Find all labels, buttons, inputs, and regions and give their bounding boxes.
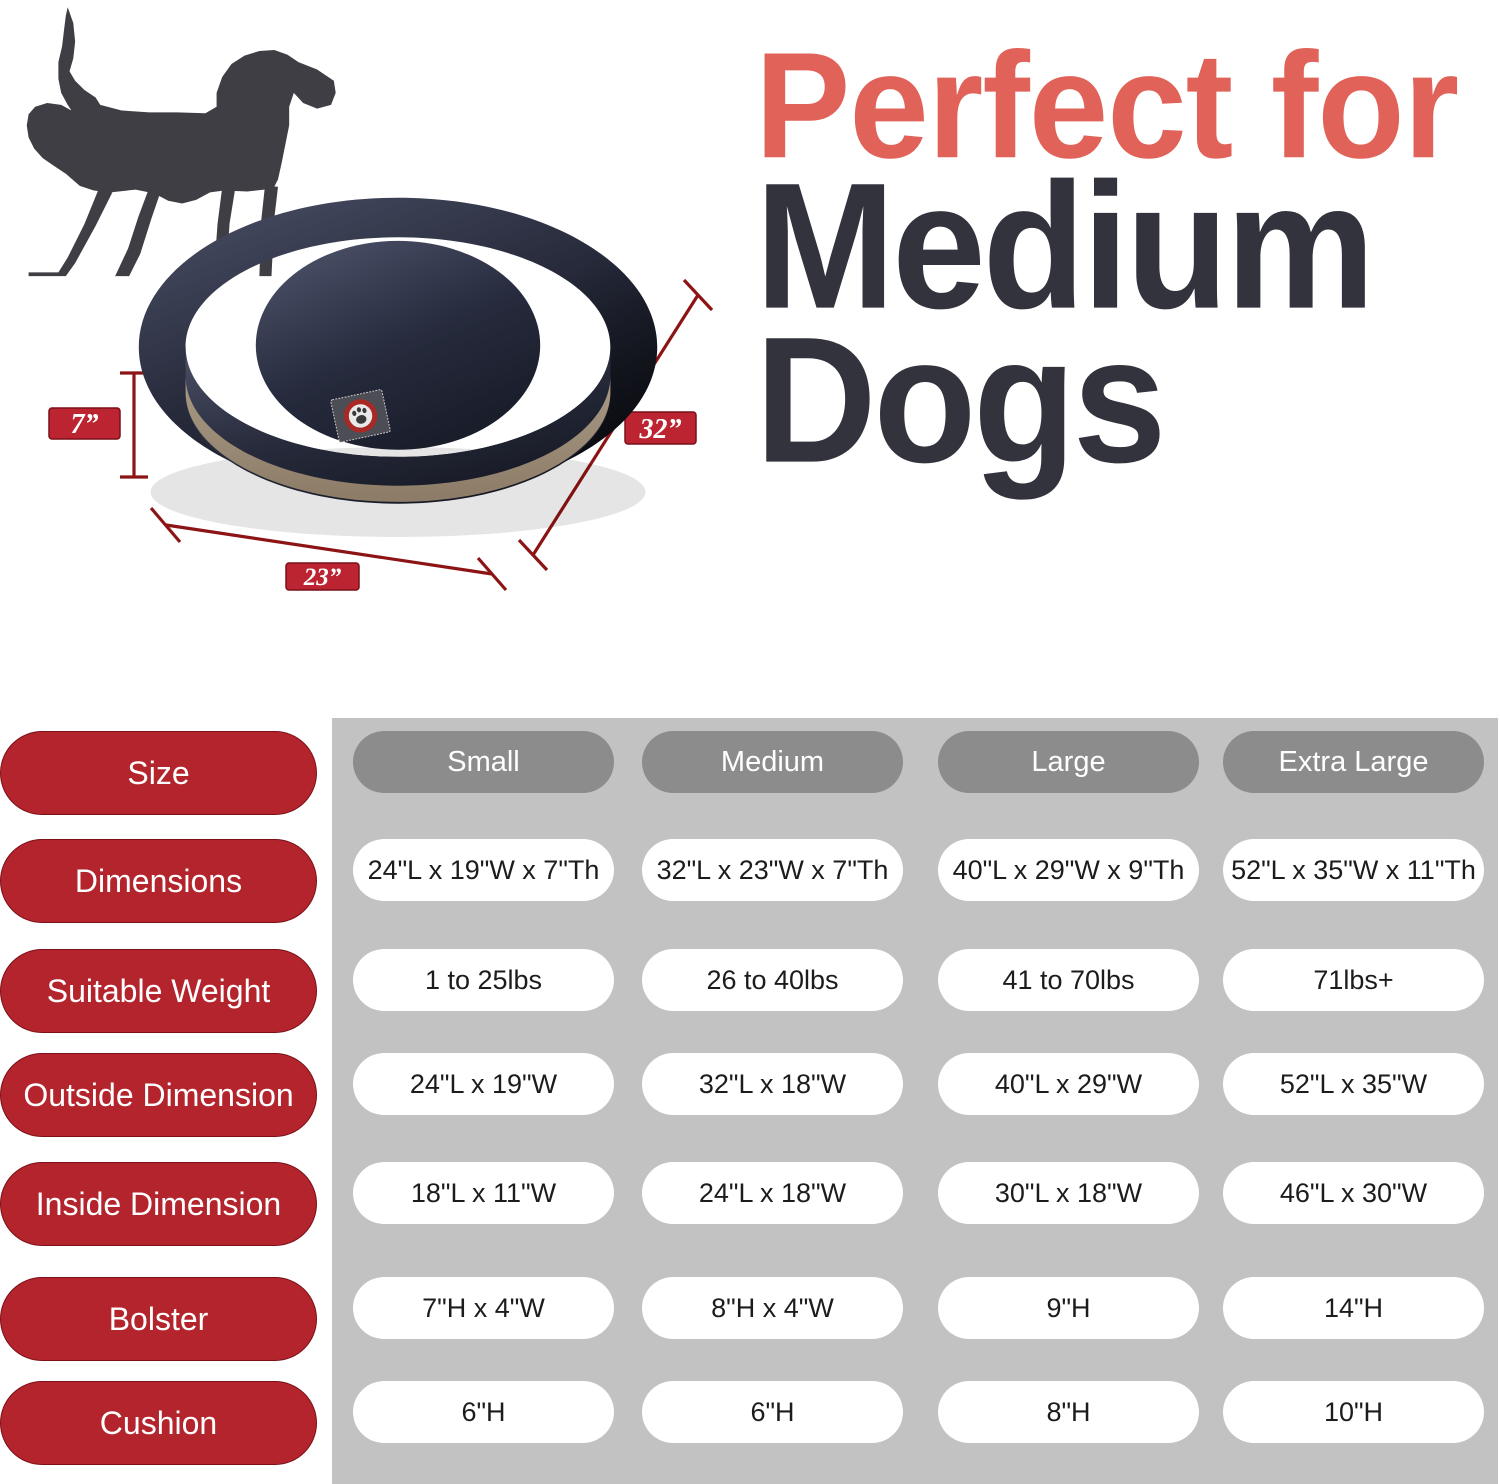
svg-text:7”: 7” bbox=[71, 409, 99, 440]
